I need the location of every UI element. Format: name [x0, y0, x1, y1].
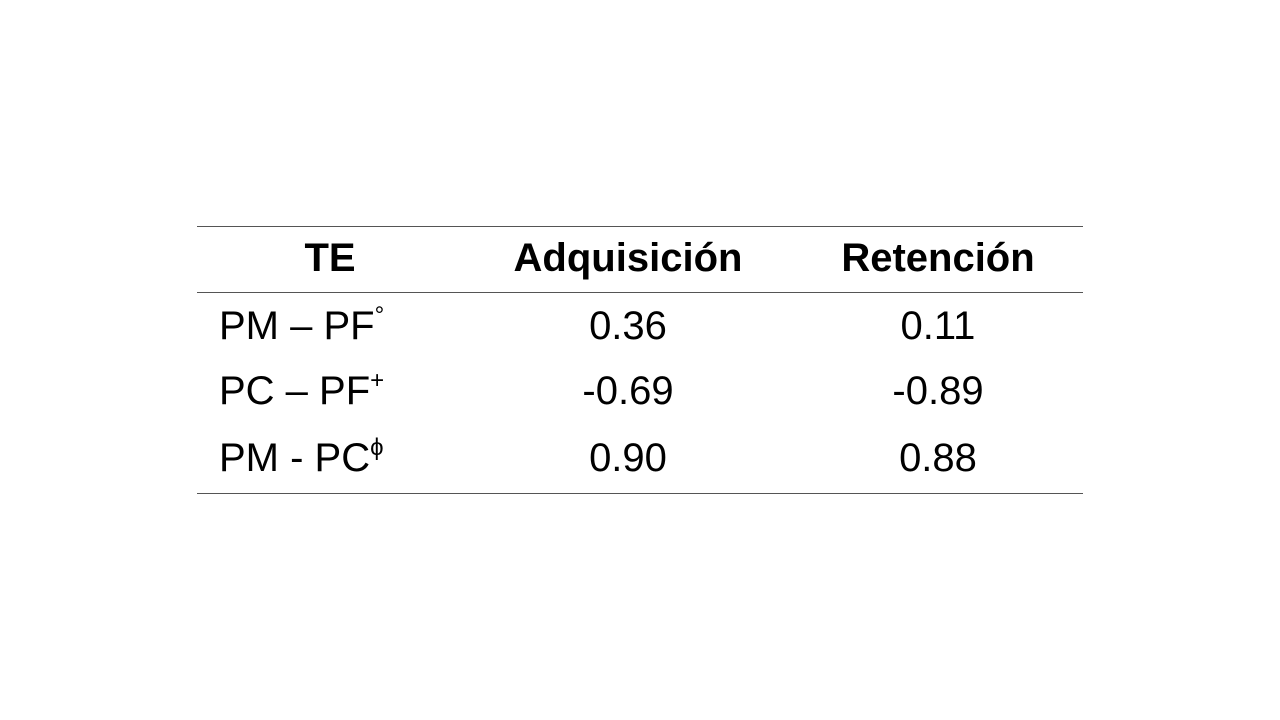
header-cell: Retención	[841, 236, 1035, 280]
row-label-mark: +	[370, 367, 385, 394]
top-rule	[197, 226, 1083, 227]
row-label-text: PM - PC	[219, 436, 371, 480]
value-cell: -0.69	[582, 369, 674, 413]
header-rule	[197, 292, 1083, 293]
bottom-rule	[197, 493, 1083, 494]
value-cell: 0.36	[589, 304, 667, 348]
row-label-text: PC – PF	[219, 369, 371, 413]
value-cell: 0.11	[900, 304, 976, 348]
row-label-mark: °	[374, 302, 385, 329]
row-label-text: PM – PF	[219, 304, 375, 348]
row-label-mark: ϕ	[370, 434, 384, 461]
value-cell: 0.90	[589, 436, 667, 480]
value-cell: -0.89	[892, 369, 984, 413]
row-label: PM - PCϕ	[219, 434, 384, 482]
header-cell: Adquisición	[513, 236, 743, 280]
header-cell: TE	[304, 236, 356, 280]
row-label: PC – PF+	[219, 367, 384, 415]
row-label: PM – PF°	[219, 302, 384, 350]
value-cell: 0.88	[899, 436, 977, 480]
